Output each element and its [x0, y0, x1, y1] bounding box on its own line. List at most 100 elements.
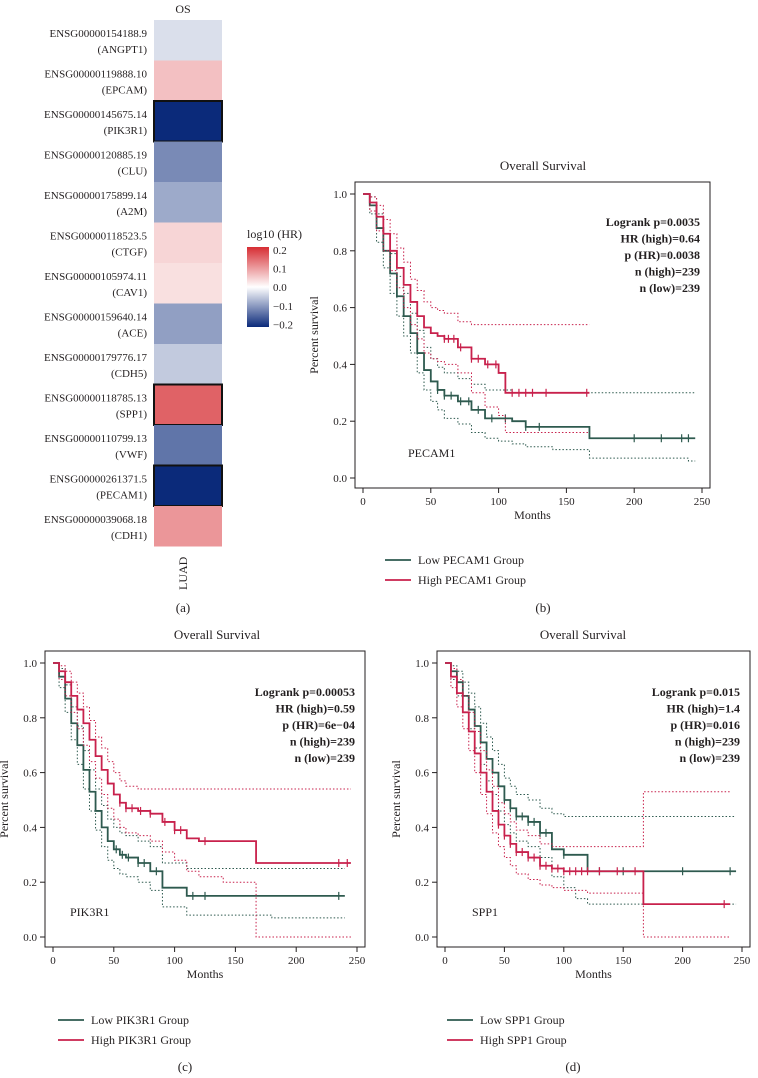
heatmap-cell [154, 182, 222, 223]
y-tick-label: 1.0 [415, 658, 429, 670]
heatmap-column-label: LUAD [176, 556, 190, 590]
heatmap-row-gene: (CDH5) [111, 368, 147, 380]
x-tick-label: 100 [166, 955, 183, 967]
heatmap-row-gene: (ANGPT1) [98, 44, 148, 56]
y-tick-label: 0.2 [415, 877, 429, 889]
heatmap-row-gene: (CLU) [118, 166, 148, 178]
y-tick-label: 0.2 [333, 416, 347, 428]
heatmap-cell [154, 141, 222, 182]
legend-tick-label: −0.1 [273, 301, 293, 313]
plot-title: Overall Survival [174, 627, 261, 642]
heatmap-cell [154, 344, 222, 385]
stat-line: HR (high)=0.64 [620, 232, 700, 246]
x-tick-label: 150 [558, 496, 575, 508]
x-tick-label: 0 [50, 955, 56, 967]
stat-line: n (low)=239 [639, 281, 700, 295]
stat-line: n (high)=239 [675, 735, 740, 749]
ci-lower-line [363, 193, 696, 462]
legend-entry: Low PIK3R1 Group [91, 1013, 189, 1027]
panel-label-b: (b) [535, 600, 550, 615]
heatmap-row-id: ENSG00000118523.5 [50, 231, 148, 243]
heatmap-row-gene: (SPP1) [116, 409, 148, 421]
series-low-pik3r1-group [53, 662, 345, 919]
x-tick-label: 50 [425, 496, 437, 508]
gene-label: PIK3R1 [70, 905, 109, 919]
y-tick-label: 0.8 [23, 713, 37, 725]
series-high-spp1-group [445, 662, 731, 938]
heatmap-cell [154, 222, 222, 263]
heatmap-row-id: ENSG00000179776.17 [44, 352, 147, 364]
heatmap-row-gene: (PIK3R1) [104, 125, 148, 137]
survival-plot-pecam1: Overall Survival 0 50 100 150 200 250 0.0 0.2 0.4… [307, 158, 711, 587]
legend-color-bar [247, 247, 269, 327]
x-tick-label: 100 [490, 496, 507, 508]
heatmap-row-id: ENSG00000105974.11 [44, 271, 147, 283]
stat-line: Logrank p=0.015 [652, 685, 740, 699]
heatmap-row-id: ENSG00000118785.13 [44, 393, 147, 405]
plot-title: Overall Survival [540, 627, 627, 642]
y-axis-label: Percent survival [389, 760, 403, 838]
legend-title: log10 (HR) [247, 227, 302, 241]
stat-line: p (HR)=0.0038 [624, 248, 700, 262]
heatmap-row-gene: (CDH1) [111, 530, 147, 542]
ci-lower-line [445, 662, 737, 905]
survival-line [363, 193, 590, 394]
survival-line [53, 662, 345, 897]
legend-tick-label: −0.2 [273, 319, 293, 331]
x-tick-label: 200 [674, 955, 691, 967]
heatmap-cell [154, 425, 222, 466]
x-tick-label: 50 [499, 955, 511, 967]
heatmap-row-gene: (EPCAM) [102, 85, 148, 97]
heatmap-cell [154, 263, 222, 304]
heatmap-row-id: ENSG00000039068.18 [44, 514, 147, 526]
heatmap-cell [154, 506, 222, 547]
heatmap-cell [154, 303, 222, 344]
x-tick-label: 0 [360, 496, 366, 508]
plot-frame [354, 181, 711, 489]
series-high-pecam1-group [363, 193, 590, 434]
heatmap-row-gene: (CAV1) [112, 287, 147, 299]
x-tick-label: 200 [288, 955, 305, 967]
ci-upper-line [53, 662, 351, 790]
x-tick-label: 250 [694, 496, 711, 508]
plot-frame [436, 650, 751, 948]
x-axis-label: Months [575, 967, 612, 981]
legend-entry: Low PECAM1 Group [418, 553, 524, 567]
x-tick-label: 200 [626, 496, 643, 508]
legend-entry: Low SPP1 Group [480, 1013, 565, 1027]
survival-plot-spp1: Overall Survival 0 50 100 150 200 250 0.0 0.2 0.4… [389, 627, 751, 1047]
heatmap-row-gene: (VWF) [115, 449, 147, 461]
legend-tick-label: 0.2 [273, 245, 287, 257]
gene-label: SPP1 [472, 905, 498, 919]
y-tick-label: 0.4 [23, 822, 37, 834]
legend-tick-label: 0.1 [273, 264, 287, 276]
heatmap-row-id: ENSG00000120885.19 [44, 150, 147, 162]
heatmap-cell [153, 383, 223, 426]
gene-label: PECAM1 [408, 446, 455, 460]
plot-frame [44, 650, 366, 948]
heatmap-cell [153, 100, 223, 143]
y-tick-label: 0.0 [333, 473, 347, 485]
x-axis-label: Months [514, 508, 551, 522]
y-tick-label: 0.8 [415, 713, 429, 725]
y-axis-label: Percent survival [0, 760, 11, 838]
ci-upper-line [53, 662, 345, 869]
x-tick-label: 250 [349, 955, 366, 967]
x-tick-label: 0 [442, 955, 448, 967]
y-tick-label: 0.8 [333, 246, 347, 258]
heatmap-row-id: ENSG00000175899.14 [44, 190, 147, 202]
survival-line [445, 662, 731, 906]
x-tick-label: 100 [556, 955, 573, 967]
heatmap-row-gene: (PECAM1) [96, 490, 147, 502]
y-tick-label: 1.0 [23, 658, 37, 670]
stat-line: p (HR)=6e−04 [282, 718, 355, 732]
heatmap-cell [154, 60, 222, 101]
y-tick-label: 0.6 [333, 303, 347, 315]
ci-lower-line [53, 662, 351, 938]
panel-label-d: (d) [565, 1059, 580, 1074]
ci-upper-line [445, 662, 731, 848]
plot-title: Overall Survival [500, 158, 587, 173]
heatmap-row-id: ENSG00000119888.10 [44, 69, 147, 81]
ci-upper-line [445, 662, 737, 817]
